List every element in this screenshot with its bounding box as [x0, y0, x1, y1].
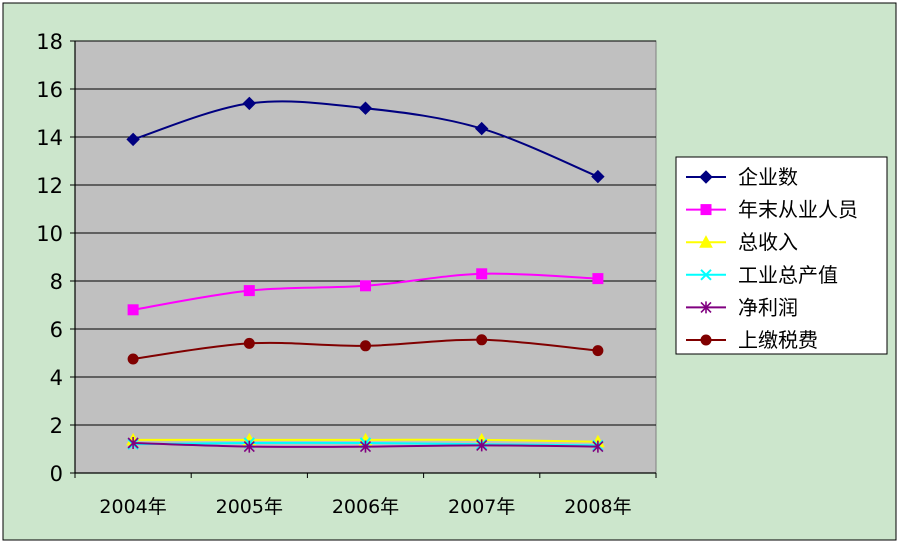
y-tick-label: 8	[50, 270, 63, 294]
data-point-2	[360, 280, 371, 292]
y-tick-label: 0	[50, 462, 63, 486]
legend-marker-5	[700, 301, 712, 314]
legend-marker-1	[699, 170, 713, 184]
data-point-1	[126, 132, 140, 147]
y-tick-label: 12	[36, 174, 63, 198]
data-point-5	[592, 440, 604, 453]
legend-marker-4	[700, 269, 712, 281]
legend-label-6: 上缴税费	[738, 328, 818, 352]
y-tick-label: 14	[36, 126, 63, 150]
legend-label-5: 净利润	[738, 295, 798, 319]
legend-label-4: 工业总产值	[738, 263, 838, 287]
data-point-1	[242, 96, 257, 111]
legend-label-3: 总收入	[738, 230, 798, 254]
legend	[675, 156, 888, 355]
data-point-6	[360, 340, 371, 352]
x-tick-label: 2004年	[99, 496, 166, 518]
x-tick-label: 2006年	[332, 496, 399, 518]
y-tick-label: 4	[50, 366, 63, 390]
data-point-5	[127, 437, 139, 449]
x-tick-label: 2005年	[216, 496, 283, 518]
data-point-5	[243, 440, 255, 453]
data-point-2	[592, 273, 604, 285]
data-point-2	[243, 285, 255, 297]
data-point-2	[127, 304, 139, 316]
legend-marker-2	[700, 204, 712, 216]
data-point-6	[243, 337, 255, 349]
data-point-5	[359, 440, 372, 453]
data-point-1	[474, 121, 489, 136]
y-tick-label: 10	[36, 222, 63, 246]
y-tick-label: 2	[50, 414, 63, 438]
x-tick-label: 2008年	[564, 496, 631, 518]
data-point-1	[591, 169, 605, 184]
legend-marker-6	[700, 334, 712, 346]
y-tick-label: 18	[36, 30, 63, 54]
data-point-6	[127, 353, 139, 365]
data-point-2	[476, 268, 488, 280]
legend-label-1: 企业数	[738, 165, 798, 189]
data-point-6	[476, 334, 488, 346]
y-tick-label: 6	[50, 318, 63, 342]
legend-marker-3	[699, 235, 713, 248]
data-point-1	[358, 101, 373, 115]
y-tick-label: 16	[36, 78, 63, 102]
data-point-5	[476, 439, 488, 452]
data-point-6	[592, 345, 604, 357]
legend-label-2: 年末从业人员	[738, 198, 858, 222]
x-tick-label: 2007年	[448, 496, 515, 518]
